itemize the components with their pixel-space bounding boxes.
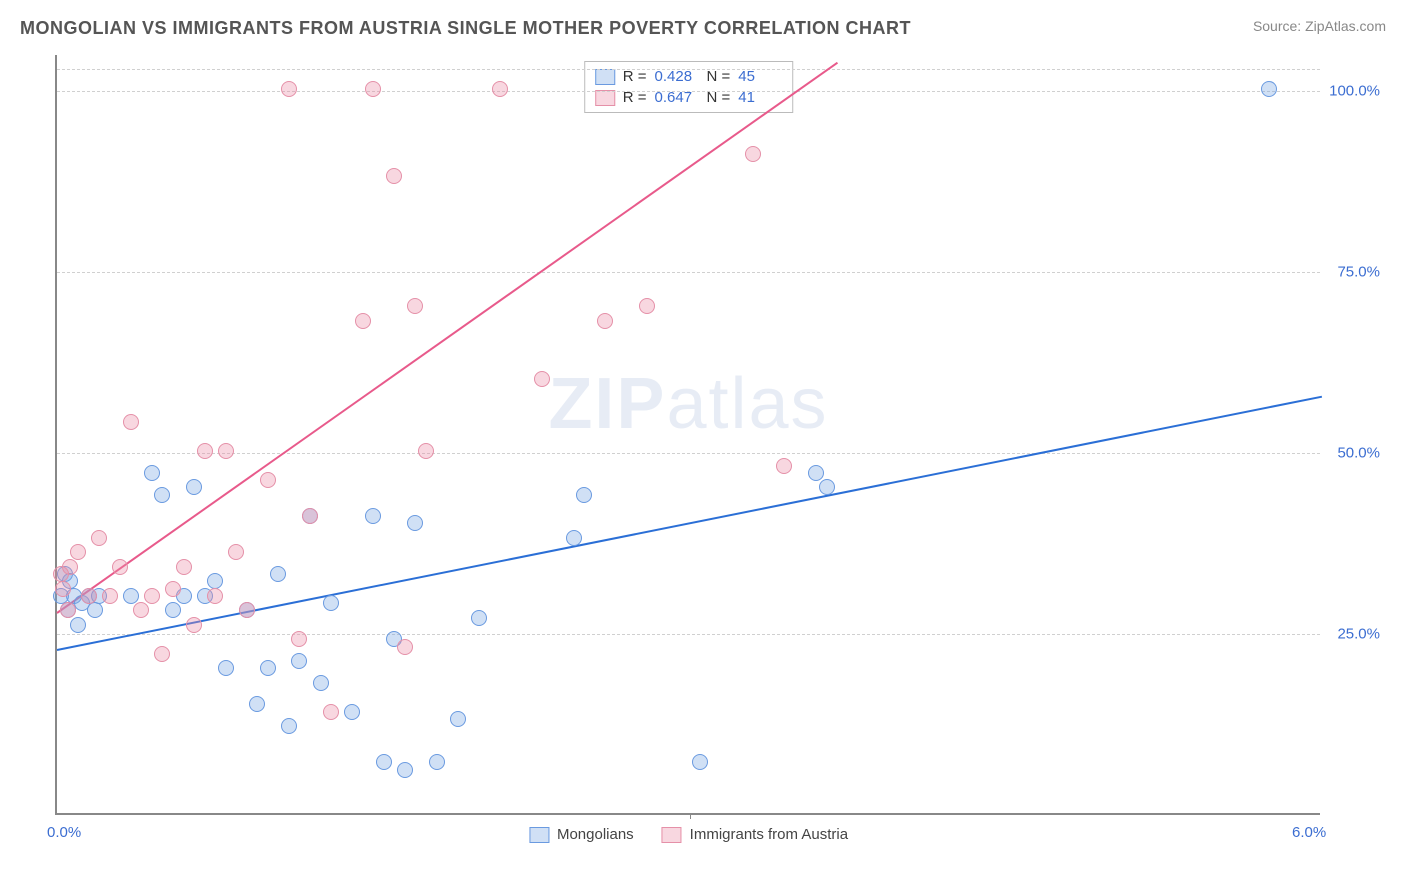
chart-header: MONGOLIAN VS IMMIGRANTS FROM AUSTRIA SIN… xyxy=(0,0,1406,39)
scatter-point xyxy=(207,588,223,604)
scatter-point xyxy=(692,754,708,770)
scatter-point xyxy=(365,81,381,97)
scatter-point xyxy=(176,559,192,575)
scatter-point xyxy=(776,458,792,474)
scatter-point xyxy=(270,566,286,582)
watermark: ZIPatlas xyxy=(548,363,828,445)
legend-swatch xyxy=(595,69,615,85)
scatter-point xyxy=(492,81,508,97)
scatter-point xyxy=(450,711,466,727)
scatter-point xyxy=(576,487,592,503)
scatter-point xyxy=(386,168,402,184)
scatter-point xyxy=(566,530,582,546)
legend-swatch xyxy=(662,827,682,843)
x-tick-label: 6.0% xyxy=(1292,824,1326,841)
scatter-point xyxy=(1261,81,1277,97)
scatter-point xyxy=(87,602,103,618)
scatter-point xyxy=(260,472,276,488)
y-tick-label: 100.0% xyxy=(1329,83,1380,100)
scatter-point xyxy=(112,559,128,575)
x-tick-mark xyxy=(690,813,691,819)
stat-r-label: R = xyxy=(623,68,647,85)
scatter-point xyxy=(239,602,255,618)
scatter-point xyxy=(471,610,487,626)
scatter-point xyxy=(249,696,265,712)
legend-label: Mongolians xyxy=(557,826,634,843)
trend-line xyxy=(56,62,837,614)
stats-legend-row: R =0.647N =41 xyxy=(595,87,783,108)
scatter-point xyxy=(186,617,202,633)
scatter-point xyxy=(639,298,655,314)
scatter-point xyxy=(165,602,181,618)
scatter-point xyxy=(123,588,139,604)
scatter-point xyxy=(154,487,170,503)
scatter-point xyxy=(323,595,339,611)
scatter-point xyxy=(154,646,170,662)
scatter-point xyxy=(323,704,339,720)
gridline xyxy=(57,91,1320,92)
scatter-point xyxy=(218,443,234,459)
chart-container: Single Mother Poverty ZIPatlas R =0.428N… xyxy=(45,55,1385,845)
x-tick-label: 0.0% xyxy=(47,824,81,841)
scatter-point xyxy=(70,544,86,560)
scatter-point xyxy=(597,313,613,329)
scatter-point xyxy=(819,479,835,495)
gridline xyxy=(57,453,1320,454)
scatter-point xyxy=(365,508,381,524)
y-tick-label: 75.0% xyxy=(1337,264,1380,281)
scatter-point xyxy=(397,639,413,655)
gridline xyxy=(57,634,1320,635)
scatter-point xyxy=(745,146,761,162)
scatter-point xyxy=(281,81,297,97)
gridline xyxy=(57,69,1320,70)
scatter-point xyxy=(218,660,234,676)
scatter-point xyxy=(407,298,423,314)
scatter-point xyxy=(91,530,107,546)
scatter-point xyxy=(133,602,149,618)
plot-area: ZIPatlas R =0.428N =45R =0.647N =41 Mong… xyxy=(55,55,1320,815)
scatter-point xyxy=(165,581,181,597)
scatter-point xyxy=(55,581,71,597)
scatter-point xyxy=(355,313,371,329)
scatter-point xyxy=(144,465,160,481)
scatter-point xyxy=(376,754,392,770)
scatter-point xyxy=(144,588,160,604)
scatter-point xyxy=(102,588,118,604)
scatter-point xyxy=(197,443,213,459)
legend-label: Immigrants from Austria xyxy=(690,826,848,843)
scatter-point xyxy=(186,479,202,495)
series-legend: Mongolians Immigrants from Austria xyxy=(529,826,848,843)
scatter-point xyxy=(281,718,297,734)
legend-item: Immigrants from Austria xyxy=(662,826,848,843)
scatter-point xyxy=(291,631,307,647)
stat-r-value: 0.428 xyxy=(655,68,699,85)
scatter-point xyxy=(60,602,76,618)
scatter-point xyxy=(81,588,97,604)
scatter-point xyxy=(70,617,86,633)
gridline xyxy=(57,272,1320,273)
scatter-point xyxy=(429,754,445,770)
legend-swatch xyxy=(529,827,549,843)
scatter-point xyxy=(291,653,307,669)
scatter-point xyxy=(62,559,78,575)
scatter-point xyxy=(123,414,139,430)
scatter-point xyxy=(407,515,423,531)
scatter-point xyxy=(418,443,434,459)
scatter-point xyxy=(260,660,276,676)
scatter-point xyxy=(344,704,360,720)
scatter-point xyxy=(228,544,244,560)
chart-title: MONGOLIAN VS IMMIGRANTS FROM AUSTRIA SIN… xyxy=(20,18,911,39)
scatter-point xyxy=(302,508,318,524)
scatter-point xyxy=(397,762,413,778)
y-tick-label: 50.0% xyxy=(1337,445,1380,462)
scatter-point xyxy=(313,675,329,691)
stat-n-label: N = xyxy=(707,68,731,85)
scatter-point xyxy=(808,465,824,481)
stat-n-value: 45 xyxy=(738,68,782,85)
y-tick-label: 25.0% xyxy=(1337,626,1380,643)
legend-item: Mongolians xyxy=(529,826,634,843)
scatter-point xyxy=(534,371,550,387)
source-label: Source: ZipAtlas.com xyxy=(1253,18,1386,34)
